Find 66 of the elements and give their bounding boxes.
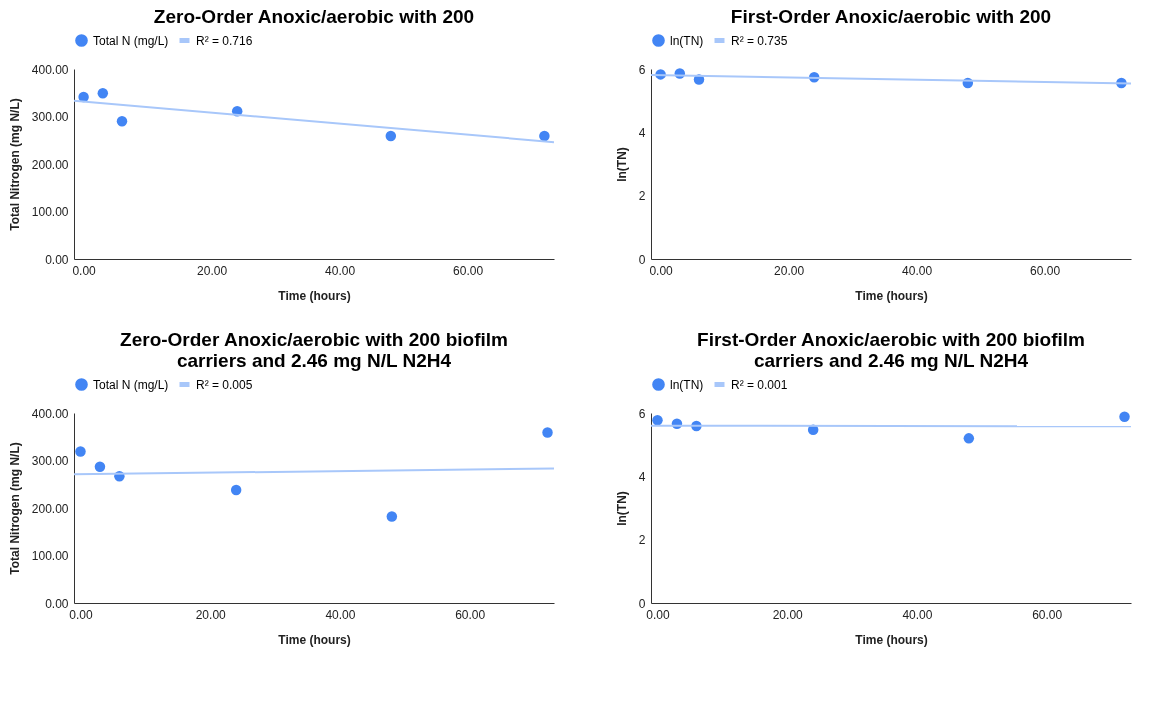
y-tick-label: 0.00 bbox=[45, 252, 69, 267]
point bbox=[386, 511, 398, 522]
legend-label: ln(TN) bbox=[670, 377, 704, 392]
x-tick-label: 20.00 bbox=[195, 607, 227, 622]
x-tick-label: 60.00 bbox=[455, 607, 486, 622]
point bbox=[539, 130, 550, 142]
point bbox=[652, 415, 663, 426]
x-tick-label: 20.00 bbox=[197, 263, 228, 278]
y-tick-label: 2 bbox=[638, 189, 646, 204]
y-tick-label: 6 bbox=[638, 406, 646, 421]
legend-label: Total N (mg/L) bbox=[93, 377, 169, 392]
legend-label: R² = 0.716 bbox=[196, 33, 253, 48]
chart-title: Zero-Order Anoxic/aerobic with 200 biofilm carriers and 2.46 mg N/L N2H4 bbox=[120, 329, 508, 371]
x-axis-title: Time (hours) bbox=[855, 288, 928, 303]
x-tick-label: 60.00 bbox=[1032, 607, 1063, 622]
legend-label: Total N (mg/L) bbox=[93, 33, 169, 48]
y-tick-label: 200.00 bbox=[31, 501, 69, 516]
x-tick-label: 0.00 bbox=[72, 263, 97, 278]
chart-title: First-Order Anoxic/aerobic with 200 biofilm carriers and 2.46 mg N/L N2H4 bbox=[697, 329, 1085, 371]
legend-label: R² = 0.735 bbox=[731, 33, 788, 48]
x-tick-label: 40.00 bbox=[325, 263, 356, 278]
point bbox=[94, 461, 106, 472]
legend-label: ln(TN) bbox=[670, 33, 704, 48]
x-tick-label: 20.00 bbox=[772, 607, 804, 622]
x-axis-title: Time (hours) bbox=[278, 288, 351, 303]
x-tick-label: 40.00 bbox=[902, 607, 933, 622]
point bbox=[230, 484, 242, 496]
point bbox=[75, 446, 86, 457]
x-tick-label: 0.00 bbox=[649, 263, 674, 278]
point bbox=[116, 116, 128, 127]
y-axis-title: Total Nitrogen (mg N/L) bbox=[7, 442, 22, 575]
x-tick-label: 40.00 bbox=[902, 263, 933, 278]
x-tick-label: 60.00 bbox=[453, 263, 484, 278]
point bbox=[1119, 411, 1130, 423]
legend-label: R² = 0.001 bbox=[731, 377, 788, 392]
y-tick-label: 4 bbox=[638, 469, 646, 484]
y-tick-label: 100.00 bbox=[31, 549, 69, 563]
x-tick-label: 0.00 bbox=[69, 607, 93, 622]
x-axis-title: Time (hours) bbox=[855, 632, 928, 647]
point bbox=[97, 87, 109, 99]
chart-title: First-Order Anoxic/aerobic with 200 bbox=[730, 6, 1052, 27]
y-tick-label: 2 bbox=[638, 533, 646, 548]
point bbox=[385, 130, 397, 142]
legend-label: R² = 0.005 bbox=[196, 377, 253, 392]
y-axis-title: ln(TN) bbox=[614, 147, 629, 182]
x-tick-label: 40.00 bbox=[325, 607, 356, 622]
y-tick-label: 200.00 bbox=[31, 157, 69, 172]
point bbox=[78, 91, 89, 103]
y-tick-label: 300.00 bbox=[31, 110, 69, 124]
y-axis-title: Total Nitrogen (mg N/L) bbox=[7, 98, 22, 231]
y-tick-label: 400.00 bbox=[31, 406, 69, 421]
y-axis-title: ln(TN) bbox=[614, 491, 629, 526]
y-tick-label: 0 bbox=[638, 252, 646, 267]
y-tick-label: 0 bbox=[638, 596, 646, 611]
x-tick-label: 60.00 bbox=[1030, 263, 1061, 278]
y-tick-label: 100.00 bbox=[31, 205, 69, 219]
x-tick-label: 20.00 bbox=[774, 263, 805, 278]
x-axis-title: Time (hours) bbox=[278, 632, 351, 647]
y-tick-label: 400.00 bbox=[31, 62, 69, 77]
chart-title: Zero-Order Anoxic/aerobic with 200 bbox=[153, 6, 475, 27]
point bbox=[542, 427, 553, 438]
y-tick-label: 0.00 bbox=[45, 596, 69, 611]
y-tick-label: 4 bbox=[638, 125, 646, 140]
y-tick-label: 6 bbox=[638, 62, 646, 77]
point bbox=[963, 433, 975, 444]
y-tick-label: 300.00 bbox=[31, 454, 69, 468]
